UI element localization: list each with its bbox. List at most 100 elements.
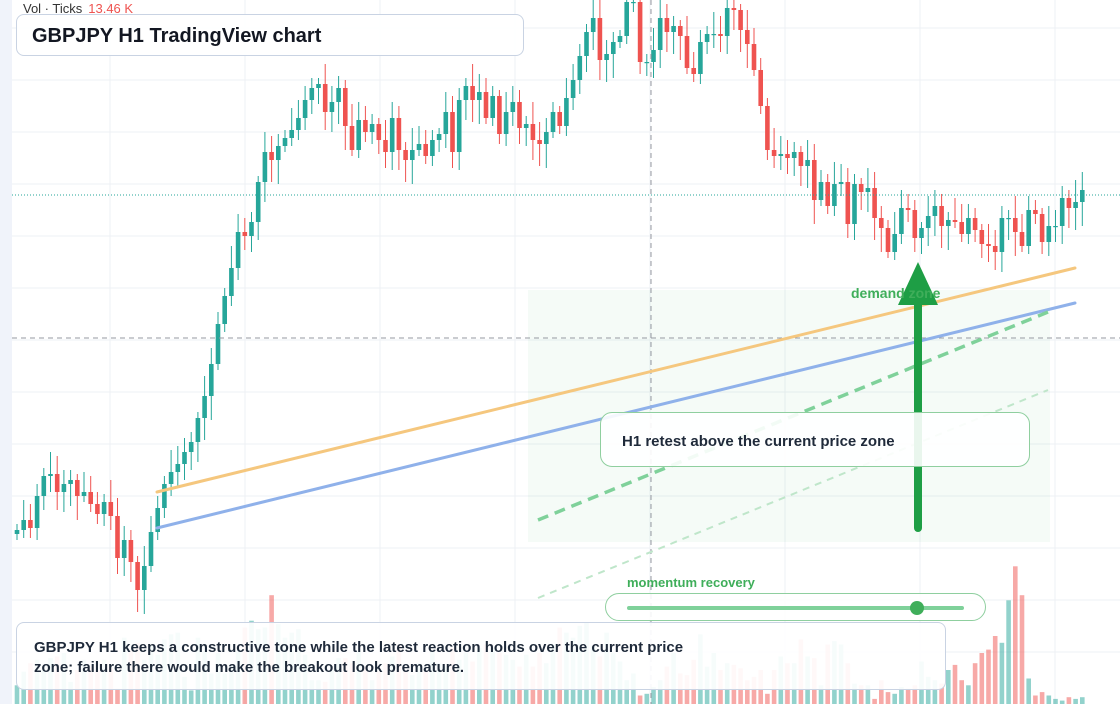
candle-body xyxy=(946,220,951,226)
candle-body xyxy=(289,130,294,138)
volume-bar xyxy=(68,681,73,704)
candle-body xyxy=(128,540,134,562)
candle-body xyxy=(778,154,784,156)
volume-bar xyxy=(1039,692,1045,704)
candle-body xyxy=(168,472,174,484)
volume-bar xyxy=(986,649,991,704)
candle-body xyxy=(711,34,717,36)
candle-body xyxy=(376,124,382,140)
candle-body xyxy=(517,102,522,128)
candle-body xyxy=(269,152,274,160)
candle-body xyxy=(349,126,355,150)
candle-body xyxy=(537,140,542,144)
volume-legend-label: Vol · Ticks xyxy=(23,1,83,16)
candle-body xyxy=(316,84,321,88)
volume-bar xyxy=(818,685,824,704)
candle-body xyxy=(81,492,87,496)
candle-body xyxy=(456,100,462,152)
momentum-track[interactable] xyxy=(627,606,964,610)
candle-body xyxy=(195,418,201,442)
candle-body xyxy=(925,216,931,228)
candle-body xyxy=(1046,226,1052,242)
candle-body xyxy=(255,182,261,222)
candle-body xyxy=(54,474,60,492)
candle-body xyxy=(249,222,254,236)
candle-body xyxy=(584,32,589,56)
left-edge-bar xyxy=(0,0,12,704)
candle-body xyxy=(48,474,53,476)
volume-bar xyxy=(644,693,650,704)
candle-body xyxy=(483,92,489,118)
candle-body xyxy=(544,132,549,144)
volume-bar xyxy=(751,676,757,704)
volume-bar xyxy=(932,680,938,704)
candle-body xyxy=(678,26,683,36)
volume-bar xyxy=(316,680,321,704)
candle-body xyxy=(121,540,127,558)
summary-text: GBPJPY H1 keeps a constructive tone whil… xyxy=(34,639,684,676)
retest-callout: H1 retest above the current price zone xyxy=(600,412,1030,467)
candle-body xyxy=(403,150,408,160)
candle-body xyxy=(905,208,911,210)
arrow-up-icon xyxy=(898,262,938,305)
candle-body xyxy=(209,364,214,396)
candle-body xyxy=(503,112,509,134)
candle-body xyxy=(597,18,603,60)
candle-body xyxy=(101,502,107,514)
candle-body xyxy=(443,112,449,134)
volume-bar xyxy=(1033,695,1038,704)
candle-body xyxy=(215,324,221,364)
retest-callout-text: H1 retest above the current price zone xyxy=(622,433,895,450)
candle-body xyxy=(644,62,650,64)
candle-body xyxy=(724,8,730,36)
candle-body xyxy=(1039,214,1045,242)
candle-body xyxy=(14,530,20,534)
candle-body xyxy=(745,30,750,44)
candle-body xyxy=(785,154,790,158)
candle-body xyxy=(885,228,891,252)
volume-bar xyxy=(14,685,20,704)
candle-body xyxy=(423,144,428,156)
volume-bar xyxy=(992,636,998,704)
candle-body xyxy=(919,228,924,238)
volume-bar xyxy=(952,664,958,704)
candle-body xyxy=(336,88,341,102)
candle-body xyxy=(899,208,904,234)
candle-body xyxy=(383,140,388,152)
candle-body xyxy=(966,218,971,234)
candle-body xyxy=(329,102,335,112)
candle-body xyxy=(1013,218,1018,232)
candle-body xyxy=(1026,210,1031,246)
candle-body xyxy=(684,36,690,68)
candle-body xyxy=(952,220,958,222)
candle-body xyxy=(21,520,26,530)
volume-bar xyxy=(188,690,194,704)
candle-body xyxy=(222,296,227,324)
volume-bar xyxy=(892,693,897,704)
volume-bar xyxy=(1080,697,1085,704)
volume-bar xyxy=(858,685,864,704)
candle-body xyxy=(68,480,73,484)
candle-body xyxy=(651,50,656,62)
momentum-knob[interactable] xyxy=(909,601,924,615)
volume-bar xyxy=(972,663,978,704)
candle-body xyxy=(805,160,810,166)
candle-body xyxy=(791,152,797,158)
candle-body xyxy=(142,566,147,590)
volume-bar xyxy=(309,680,315,704)
candle-body xyxy=(510,102,516,112)
candle-body xyxy=(34,496,40,528)
volume-bar xyxy=(637,695,643,704)
volume-bar xyxy=(1053,698,1058,704)
momentum-slider[interactable] xyxy=(605,593,986,621)
volume-bar xyxy=(885,692,891,704)
volume-bar xyxy=(912,685,918,704)
volume-legend: Vol · Ticks 13.46 K xyxy=(23,1,133,16)
candle-body xyxy=(1073,202,1078,208)
volume-bar xyxy=(745,680,750,704)
candle-body xyxy=(550,112,556,132)
candle-body xyxy=(175,464,181,472)
candle-body xyxy=(229,268,234,296)
candle-body xyxy=(389,118,395,152)
